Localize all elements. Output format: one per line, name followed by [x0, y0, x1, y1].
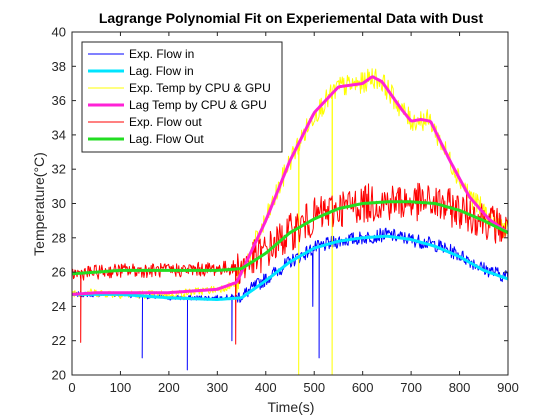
legend-entry: Exp. Temp by CPU & GPU: [129, 81, 271, 95]
y-tick-label: 26: [52, 265, 66, 280]
legend-entry: Exp. Flow in: [129, 47, 194, 61]
x-tick-label: 100: [110, 380, 132, 395]
y-tick-label: 22: [52, 333, 66, 348]
x-tick-label: 600: [352, 380, 374, 395]
y-tick-label: 28: [52, 230, 66, 245]
x-tick-label: 700: [400, 380, 422, 395]
x-tick-label: 900: [497, 380, 519, 395]
y-tick-label: 32: [52, 162, 66, 177]
y-tick-label: 34: [52, 127, 66, 142]
x-axis-label: Time(s): [268, 399, 315, 415]
x-tick-label: 0: [68, 380, 75, 395]
x-tick-label: 800: [449, 380, 471, 395]
legend-entry: Lag. Flow in: [129, 64, 194, 78]
series-layer: [72, 68, 508, 375]
legend: Exp. Flow in Lag. Flow in Exp. Temp by CPU…: [81, 41, 283, 153]
y-tick-label: 38: [52, 59, 66, 74]
y-tick-label: 30: [52, 196, 66, 211]
series-line-1: [72, 234, 508, 301]
series-line-4: [72, 182, 508, 345]
x-axis: 0 100 200 300 400 500 600 700 800 900: [68, 32, 519, 395]
legend-entry: Lag Temp by CPU & GPU: [129, 98, 267, 112]
y-axis: 20 22 24 26 28 30 32 34 36 38 40: [52, 25, 508, 383]
y-tick-label: 20: [52, 368, 66, 383]
x-tick-label: 400: [255, 380, 277, 395]
series-line-5: [72, 200, 508, 276]
y-tick-label: 40: [52, 25, 66, 40]
chart-title: Lagrange Polynomial Fit on Experiemental…: [99, 10, 484, 26]
x-tick-label: 200: [158, 380, 180, 395]
x-tick-label: 500: [303, 380, 325, 395]
y-tick-label: 24: [52, 299, 66, 314]
y-tick-label: 36: [52, 93, 66, 108]
y-axis-label: Temperature(°C): [31, 152, 47, 256]
series-line-3: [72, 75, 508, 296]
x-tick-label: 300: [206, 380, 228, 395]
legend-box: [81, 41, 283, 153]
legend-entry: Exp. Flow out: [129, 115, 202, 129]
legend-entry: Lag. Flow Out: [129, 132, 204, 146]
